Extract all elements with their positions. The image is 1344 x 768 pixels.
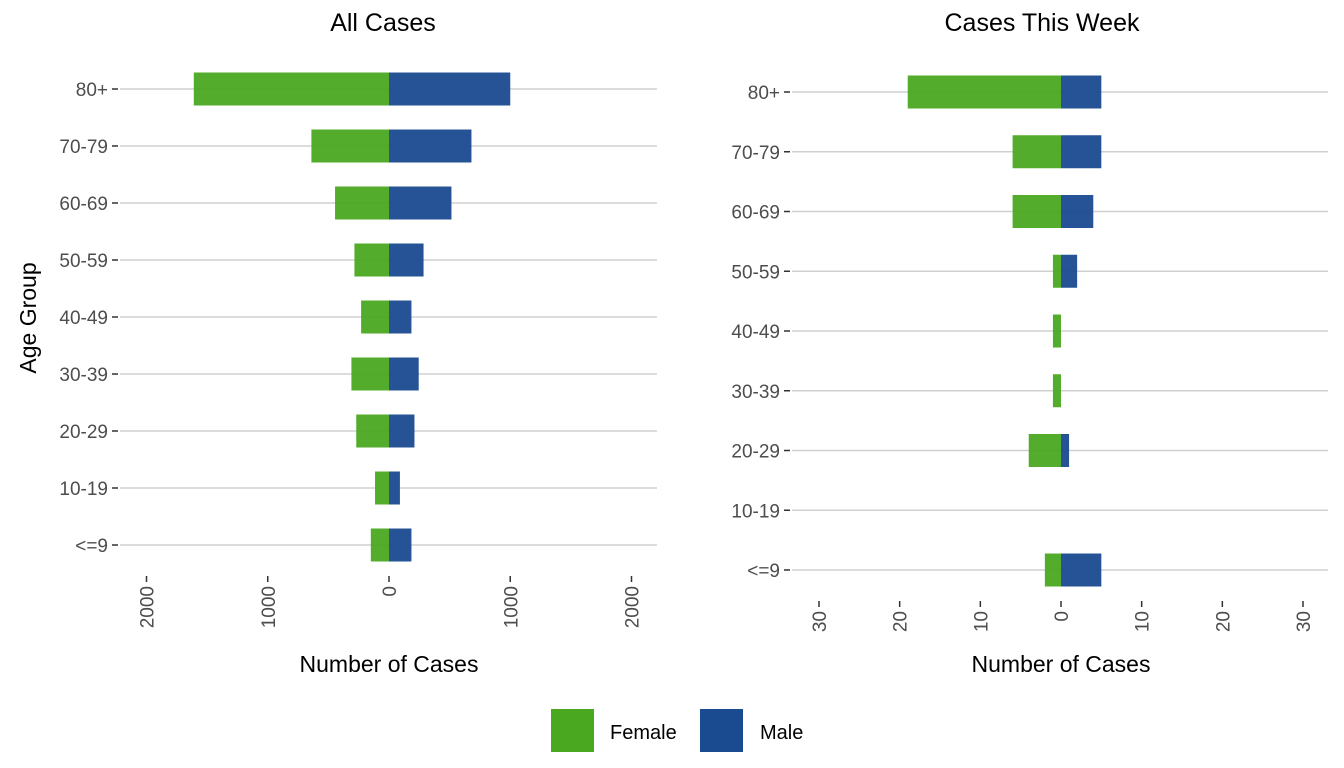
panel-all-cases: All Cases 80+ 70-79 60-69 50-59 40-49 30-39 20-… xyxy=(59,9,657,677)
y-tick-label-40-49: 40-49 xyxy=(731,322,780,343)
panel-cases-this-week: Cases This Week 80+ 70-79 60-69 50-59 40-49 30… xyxy=(731,9,1328,677)
bar-male-80plus xyxy=(1061,75,1102,109)
x-tick-label: 2000 xyxy=(623,586,644,628)
legend: Female Male xyxy=(551,709,803,752)
bar-male-70-79 xyxy=(389,129,472,163)
x-tick-label: 10 xyxy=(1133,611,1154,632)
y-tick-label-50-59: 50-59 xyxy=(59,251,108,272)
bar-female-50-59 xyxy=(354,243,389,277)
x-tick-label: 30 xyxy=(810,611,831,632)
bar-male-50-59 xyxy=(389,243,424,277)
bar-male-50-59 xyxy=(1061,254,1078,288)
bar-male-60-69 xyxy=(1061,195,1094,228)
bar-female-le9 xyxy=(370,528,389,562)
bar-female-70-79 xyxy=(1012,135,1061,169)
y-axis-label: Age Group xyxy=(15,262,41,373)
x-tick-label: 30 xyxy=(1294,611,1315,632)
bar-male-10-19 xyxy=(389,471,400,505)
bar-female-50-59 xyxy=(1052,254,1061,288)
bar-female-60-69 xyxy=(335,186,389,220)
y-tick-label-70-79: 70-79 xyxy=(59,137,108,158)
x-tick-label: 2000 xyxy=(138,586,159,628)
x-tick-label: 10 xyxy=(971,611,992,632)
y-tick-label-20-29: 20-29 xyxy=(731,442,780,463)
y-tick-label-le9: <=9 xyxy=(75,536,108,557)
bar-female-40-49 xyxy=(361,300,389,334)
bar-female-20-29 xyxy=(356,414,389,448)
bar-female-70-79 xyxy=(311,129,389,163)
chart-title: All Cases xyxy=(330,9,436,37)
x-axis-label: Number of Cases xyxy=(972,651,1151,677)
y-tick-label-80plus: 80+ xyxy=(748,83,780,104)
bar-female-10-19 xyxy=(375,471,389,505)
x-tick-label: 1000 xyxy=(259,586,280,628)
bar-female-30-39 xyxy=(351,357,389,391)
bar-female-60-69 xyxy=(1012,195,1061,228)
bar-female-40-49 xyxy=(1052,314,1061,348)
bar-male-80plus xyxy=(389,72,511,106)
legend-swatch-male xyxy=(700,709,743,752)
x-tick-label: 0 xyxy=(380,586,401,597)
bar-female-80plus xyxy=(907,75,1061,109)
x-tick-label: 1000 xyxy=(501,586,522,628)
y-tick-label-le9: <=9 xyxy=(747,561,780,582)
y-tick-label-30-39: 30-39 xyxy=(731,382,780,403)
y-tick-label-40-49: 40-49 xyxy=(59,308,108,329)
bar-male-70-79 xyxy=(1061,135,1102,169)
legend-swatch-female xyxy=(551,709,594,752)
y-tick-label-10-19: 10-19 xyxy=(731,501,780,522)
y-tick-label-70-79: 70-79 xyxy=(731,143,780,164)
y-tick-label-60-69: 60-69 xyxy=(59,194,108,215)
bar-female-30-39 xyxy=(1052,374,1061,408)
bar-female-80plus xyxy=(193,72,389,106)
legend-label-male: Male xyxy=(760,722,803,744)
chart-title: Cases This Week xyxy=(945,9,1140,37)
y-tick-label-20-29: 20-29 xyxy=(59,422,108,443)
y-tick-label-50-59: 50-59 xyxy=(731,262,780,283)
y-tick-label-60-69: 60-69 xyxy=(731,203,780,224)
bar-male-le9 xyxy=(389,528,412,562)
x-axis-label: Number of Cases xyxy=(300,651,479,677)
legend-label-female: Female xyxy=(610,722,677,744)
x-tick-label: 20 xyxy=(1213,611,1234,632)
bar-male-60-69 xyxy=(389,186,452,220)
bar-male-30-39 xyxy=(389,357,419,391)
y-tick-label-80plus: 80+ xyxy=(76,80,108,101)
bar-male-40-49 xyxy=(389,300,412,334)
bar-female-le9 xyxy=(1044,553,1061,587)
y-tick-label-30-39: 30-39 xyxy=(59,365,108,386)
bar-male-20-29 xyxy=(1061,434,1070,467)
x-tick-label: 0 xyxy=(1052,611,1073,622)
bar-male-20-29 xyxy=(389,414,415,448)
bar-female-20-29 xyxy=(1028,434,1061,467)
x-tick-label: 20 xyxy=(891,611,912,632)
y-tick-label-10-19: 10-19 xyxy=(59,479,108,500)
bar-male-le9 xyxy=(1061,553,1102,587)
